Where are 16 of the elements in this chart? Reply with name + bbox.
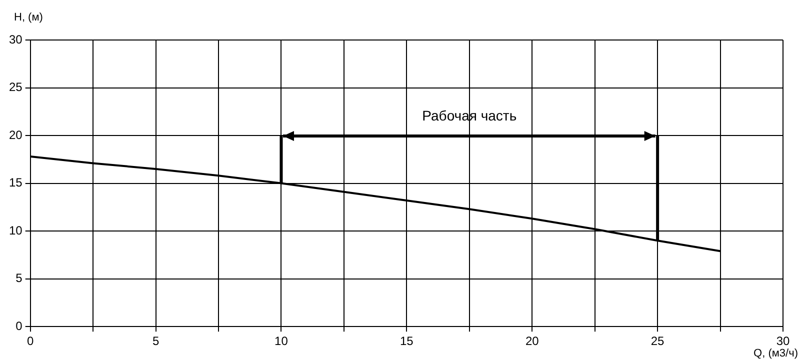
y-tick-label: 15: [8, 176, 23, 190]
x-tick-label: 5: [152, 334, 160, 348]
x-tick-label: 30: [776, 334, 790, 348]
x-tick-label: 0: [27, 334, 34, 348]
y-axis-title: H, (м): [14, 12, 43, 24]
y-tick-label: 0: [16, 318, 23, 333]
y-tick-label: 5: [16, 271, 23, 286]
y-tick-label: 10: [8, 223, 23, 238]
y-tick-label: 25: [8, 80, 23, 94]
x-tick-label: 20: [525, 334, 540, 348]
x-tick-label: 10: [274, 334, 288, 348]
y-tick-label: 30: [8, 32, 23, 46]
x-tick-label: 25: [650, 334, 665, 348]
x-axis-title: Q, (м3/ч): [754, 348, 798, 360]
y-tick-label: 20: [8, 128, 23, 142]
x-tick-label: 15: [400, 334, 414, 348]
